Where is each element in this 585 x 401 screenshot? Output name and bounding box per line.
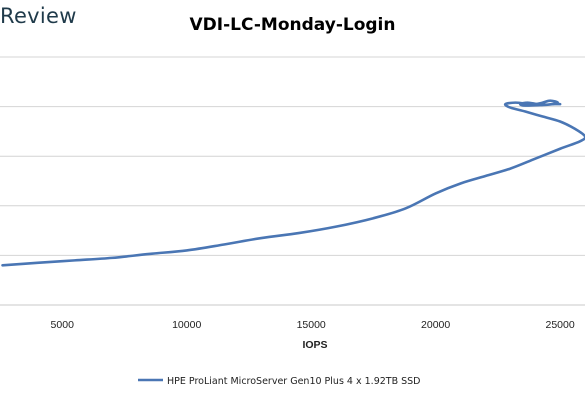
x-tick-label: 20000 bbox=[421, 319, 450, 331]
x-tick-labels: 5000 10000 15000 20000 25000 bbox=[51, 319, 575, 331]
legend-label-0: HPE ProLiant MicroServer Gen10 Plus 4 x … bbox=[167, 376, 421, 387]
series-group bbox=[1, 99, 585, 267]
brand-logo-text: Review bbox=[0, 4, 77, 28]
series-line-0 bbox=[1, 99, 585, 267]
legend: HPE ProLiant MicroServer Gen10 Plus 4 x … bbox=[138, 376, 421, 387]
x-tick-label: 10000 bbox=[172, 319, 201, 331]
gridlines bbox=[0, 56, 585, 306]
x-tick-label: 5000 bbox=[51, 319, 75, 331]
chart-title: VDI-LC-Monday-Login bbox=[189, 15, 396, 35]
x-axis-label: IOPS bbox=[302, 339, 327, 351]
x-tick-label: 25000 bbox=[546, 319, 575, 331]
x-tick-label: 15000 bbox=[297, 319, 326, 331]
